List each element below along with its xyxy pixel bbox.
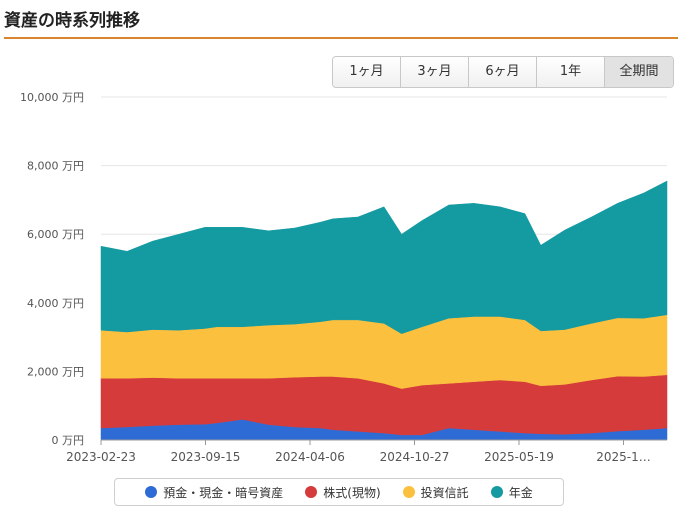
- y-tick-label: 0 万円: [52, 434, 85, 447]
- y-tick-label: 6,000 万円: [27, 228, 84, 241]
- y-tick-label: 2,000 万円: [27, 365, 84, 378]
- legend-item-deposit[interactable]: 預金・現金・暗号資産: [145, 484, 283, 501]
- x-tick-label: 2025-1…: [596, 450, 651, 464]
- y-tick-label: 8,000 万円: [27, 160, 84, 173]
- x-tick-label: 2023-02-23: [66, 450, 136, 464]
- legend-label-fund: 投資信託: [420, 485, 469, 500]
- range-button-3months[interactable]: 3ヶ月: [401, 57, 469, 87]
- legend-item-pension[interactable]: 年金: [490, 484, 533, 501]
- legend-item-stock[interactable]: 株式(現物): [305, 484, 381, 501]
- chart-legend: 預金・現金・暗号資産 株式(現物) 投資信託 年金: [114, 478, 564, 506]
- legend-dot-pension: [490, 486, 503, 498]
- legend-dot-fund: [402, 486, 415, 498]
- page-title: 資産の時系列推移: [4, 11, 140, 31]
- area-series-pension[interactable]: [100, 180, 668, 334]
- legend-item-fund[interactable]: 投資信託: [402, 484, 469, 501]
- x-tick-label: 2023-09-15: [171, 450, 241, 464]
- title-underline: [4, 37, 678, 39]
- range-button-1month[interactable]: 1ヶ月: [333, 57, 401, 87]
- range-button-1year[interactable]: 1年: [537, 57, 605, 87]
- range-selector: 1ヶ月 3ヶ月 6ヶ月 1年 全期間: [332, 56, 674, 88]
- legend-label-stock: 株式(現物): [323, 485, 381, 500]
- legend-label-deposit: 預金・現金・暗号資産: [163, 485, 284, 500]
- legend-label-pension: 年金: [508, 485, 533, 500]
- y-tick-label: 10,000 万円: [20, 91, 84, 104]
- y-tick-label: 4,000 万円: [27, 297, 84, 310]
- range-button-all[interactable]: 全期間: [605, 57, 673, 87]
- legend-dot-deposit: [145, 486, 158, 498]
- x-tick-label: 2024-04-06: [275, 450, 345, 464]
- legend-dot-stock: [305, 486, 318, 498]
- range-button-6months[interactable]: 6ヶ月: [469, 57, 537, 87]
- asset-area-chart: 0 万円 2,000 万円 4,000 万円 6,000 万円 8,000 万円 10,0…: [20, 91, 668, 464]
- x-tick-label: 2025-05-19: [484, 450, 554, 464]
- x-tick-label: 2024-10-27: [380, 450, 450, 464]
